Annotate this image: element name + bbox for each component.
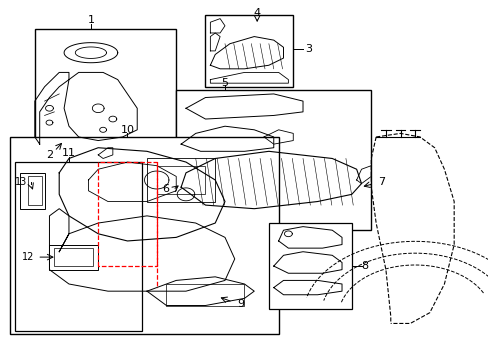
Bar xyxy=(268,223,351,309)
Text: 4: 4 xyxy=(253,8,260,18)
Text: 12: 12 xyxy=(22,252,35,262)
Text: 3: 3 xyxy=(305,44,312,54)
Text: 8: 8 xyxy=(361,261,368,271)
Text: 7: 7 xyxy=(378,177,385,187)
Text: 11: 11 xyxy=(62,148,76,158)
Bar xyxy=(205,15,293,87)
Bar xyxy=(15,162,142,330)
Text: 10: 10 xyxy=(120,125,134,135)
Bar xyxy=(49,244,98,270)
Bar xyxy=(27,176,42,205)
Bar xyxy=(157,166,205,194)
Bar xyxy=(176,90,370,230)
Bar xyxy=(10,137,278,334)
Bar xyxy=(147,158,215,202)
Text: 13: 13 xyxy=(15,177,27,187)
Text: 1: 1 xyxy=(87,15,94,26)
Text: 2: 2 xyxy=(46,150,53,160)
Text: 9: 9 xyxy=(237,299,244,309)
Bar xyxy=(35,30,176,166)
Text: 5: 5 xyxy=(221,78,228,88)
Bar xyxy=(166,284,244,306)
Bar xyxy=(20,173,44,209)
Text: 6: 6 xyxy=(162,184,168,194)
Bar xyxy=(54,248,93,266)
